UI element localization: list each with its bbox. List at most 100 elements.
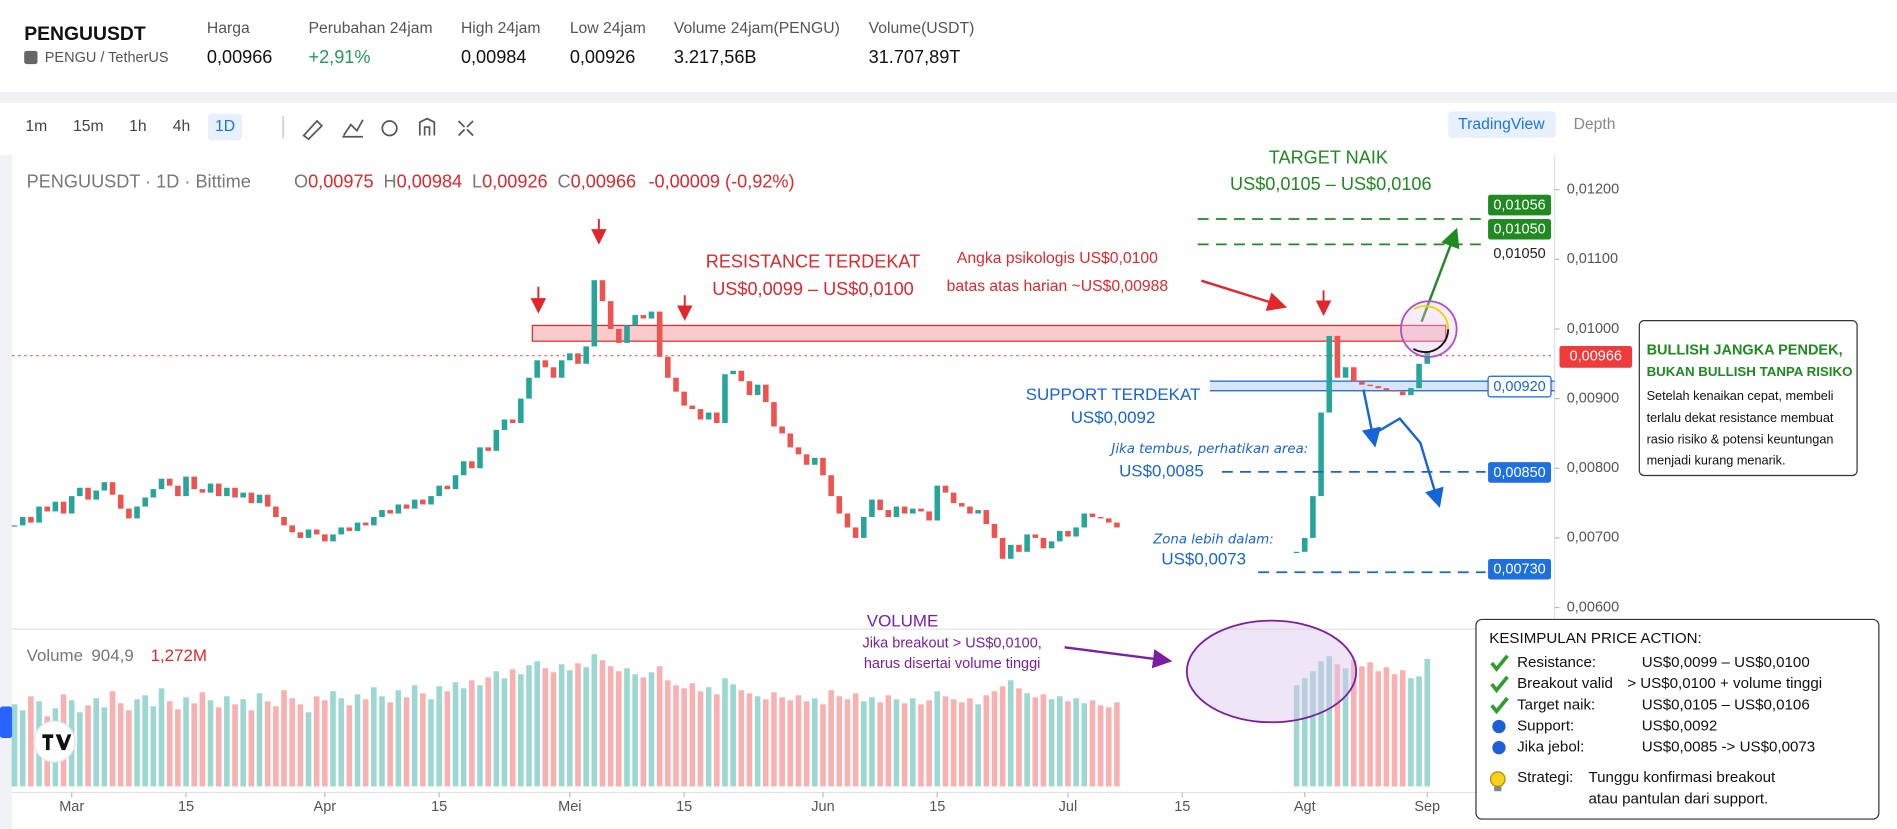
candle [1416,363,1422,389]
summary-value: > US$0,0100 + volume tinggi [1627,675,1822,692]
candle [1367,384,1373,387]
chart-legend-title: PENGUUSDT · 1D · Bittime [27,171,251,191]
candle [869,499,875,518]
volume-bar [599,660,606,787]
candle [1048,541,1055,549]
volume-bar [1073,698,1079,787]
interval-button[interactable]: 1h [129,118,146,135]
x-tick-label: Sep [1414,799,1440,815]
candle [1399,391,1406,396]
summary-box [1475,618,1880,820]
volume-bar [632,674,638,787]
candle [1310,496,1316,538]
volume-bar [771,692,777,787]
volume-bar [901,703,908,787]
interval-button[interactable]: 1D [215,118,235,135]
candle [803,454,810,465]
resistance-zone [531,324,1447,342]
candle [730,370,736,375]
candle [175,485,181,497]
volume-bar [85,705,91,787]
x-tick-label: 15 [929,799,945,815]
summary-value: US$0,0092 [1642,718,1718,735]
volume-bar [158,688,165,787]
volume-bar [281,690,287,787]
candle [77,487,83,497]
volume-bar [362,699,369,787]
volume-bar [436,686,442,787]
volume-bar [828,690,834,787]
volume-bar [215,707,222,787]
candle [134,506,140,519]
interval-button[interactable]: 1m [25,118,47,135]
axis-layer: 0,01200 0,01100 0,01000 0,00900 0,00800 0,007… [59,182,1619,815]
candle [583,346,589,364]
logo [42,734,72,751]
candle [477,447,483,469]
target-title: TARGET NAIK [1269,147,1388,167]
volume-bar [428,699,434,787]
candle [567,353,573,361]
arrows [530,218,1460,669]
bullet-icon [1492,719,1506,734]
resistance-range: US$0,0099 – US$0,0100 [712,279,914,299]
tab[interactable]: Depth [1574,116,1616,133]
stat-value: 3.217,56B [674,47,757,67]
volume-bar [305,712,312,787]
candle [1016,544,1022,552]
ohlc-value: 0,00966 [571,171,637,191]
candle [44,506,50,512]
candle [395,504,402,514]
interval-button[interactable]: 4h [173,118,190,135]
candle [1318,412,1324,497]
volume-bar [411,685,418,787]
x-tick-label: Mar [59,799,84,815]
summary-rows: Resistance: US$0,0099 – US$0,0100 Breakout… [1490,654,1822,756]
draw-tool-icon[interactable] [302,119,324,141]
volume-bar [19,710,26,787]
candle [722,374,728,423]
volume-bar [673,685,679,787]
volume-bar [273,706,279,787]
indicator-icon[interactable] [342,119,364,138]
volume-bar [885,695,892,787]
volume-bar [607,666,614,787]
stat-value: 31.707,89T [869,47,961,67]
summary-label: Resistance: [1517,654,1596,671]
fullscreen-icon[interactable] [457,120,474,137]
candle [901,506,908,514]
volume-bar [501,678,508,787]
candle [1032,534,1039,538]
x-tick-label: Apr [314,799,337,815]
support-zone [1209,381,1555,391]
volume-bar [469,680,475,787]
candle [248,492,255,504]
volume-bar [1391,674,1398,787]
candle [126,508,132,519]
template-icon[interactable] [418,117,436,136]
stat-label: Harga [207,20,250,37]
candle [1097,517,1104,519]
candle [264,494,271,507]
bulb-icon [1489,771,1506,788]
candle [910,508,916,514]
summary-value: US$0,0085 -> US$0,0073 [1642,739,1815,756]
interval-button[interactable]: 15m [73,118,104,135]
volume-bar [558,664,565,787]
x-tick-label: 15 [431,799,447,815]
candle [763,384,769,403]
summary-label: Support: [1517,718,1574,735]
ohlc-key: C [558,171,571,191]
volume-bar [787,700,794,787]
volume-bar [1024,693,1030,787]
volume-arrow [1064,646,1173,669]
candle [28,517,34,523]
settings-icon[interactable] [381,120,398,137]
volume-bar [485,677,491,787]
volume-bar [983,695,990,787]
tab[interactable]: TradingView [1458,116,1545,133]
candle [19,517,26,526]
price-tag-label: 0,01050 [1493,246,1545,262]
volume-bar [1350,660,1357,787]
side-tab[interactable] [0,706,13,739]
